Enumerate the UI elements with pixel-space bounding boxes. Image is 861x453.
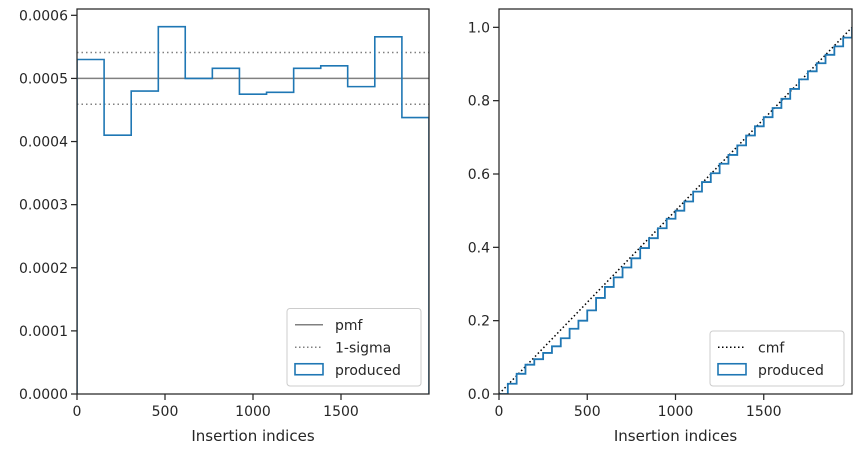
- y-tick-label: 0.6: [468, 167, 490, 183]
- legend: cmf produced: [709, 330, 845, 387]
- x-tick-label: 1000: [235, 404, 271, 420]
- legend-label-produced: produced: [758, 363, 824, 379]
- y-tick-label: 0.0002: [19, 261, 68, 277]
- y-tick-label: 0.8: [468, 94, 490, 110]
- y-tick-label: 0.0001: [19, 324, 68, 340]
- right-panel-cmf-plot: 0 500 1000 1500 0.0 0.2 0.4 0.6 0.8 1.0 Insertion …: [468, 8, 853, 445]
- x-axis-label: Insertion indices: [191, 427, 314, 445]
- x-tick-label: 500: [152, 404, 179, 420]
- x-axis-label: Insertion indices: [614, 427, 737, 445]
- x-tick-label: 1000: [658, 404, 694, 420]
- y-tick-label: 0.2: [468, 314, 490, 330]
- legend-frame: [709, 330, 845, 387]
- legend-frame: [286, 308, 422, 387]
- x-tick-label: 0: [495, 404, 504, 420]
- legend-label-cmf: cmf: [758, 340, 785, 356]
- y-tick-label: 0.0000: [19, 387, 68, 403]
- y-tick-label: 0.0003: [19, 198, 68, 214]
- x-tick-label: 1500: [323, 404, 359, 420]
- y-tick-label: 0.0: [468, 387, 490, 403]
- y-tick-label: 1.0: [468, 20, 490, 36]
- legend-label-pmf: pmf: [335, 318, 364, 334]
- plot-area: [499, 26, 852, 394]
- y-tick-label: 0.4: [468, 240, 490, 256]
- x-tick-label: 1500: [746, 404, 782, 420]
- left-panel-pmf-histogram: 0 500 1000 1500 0.0000 0.0001 0.0002 0.0003 0.00…: [19, 8, 430, 445]
- series-produced-line: [499, 27, 852, 394]
- legend-label-1-sigma: 1-sigma: [335, 340, 391, 356]
- legend-swatch-produced: [294, 362, 324, 376]
- series-produced-histogram: [77, 25, 429, 394]
- legend-label-produced: produced: [335, 363, 401, 379]
- legend-swatch-produced: [717, 362, 747, 376]
- legend: pmf 1-sigma produced: [286, 308, 422, 387]
- y-tick-label: 0.0005: [19, 71, 68, 87]
- y-tick-label: 0.0004: [19, 135, 68, 151]
- y-tick-label: 0.0006: [19, 8, 68, 24]
- x-tick-label: 500: [574, 404, 601, 420]
- x-tick-label: 0: [73, 404, 82, 420]
- plot-area: [77, 25, 429, 394]
